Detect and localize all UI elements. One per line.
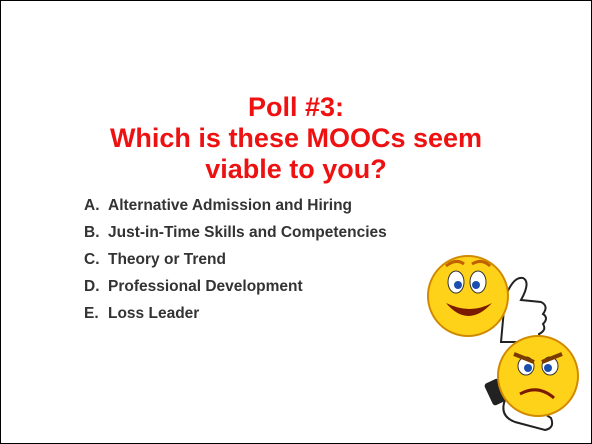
item-letter: E. bbox=[84, 305, 99, 322]
title-line: Which is these MOOCs seem bbox=[110, 123, 482, 153]
item-text: Loss Leader bbox=[108, 305, 199, 322]
title-line: viable to you? bbox=[205, 154, 387, 184]
item-text: Theory or Trend bbox=[108, 251, 226, 268]
item-text: Just-in-Time Skills and Competencies bbox=[108, 224, 387, 241]
title-line: Poll #3: bbox=[248, 92, 344, 122]
item-text: Alternative Admission and Hiring bbox=[108, 197, 352, 214]
item-letter: A. bbox=[84, 197, 100, 214]
item-letter: D. bbox=[84, 278, 100, 295]
item-letter: C. bbox=[84, 251, 100, 268]
item-letter: B. bbox=[84, 224, 100, 241]
item-text: Professional Development bbox=[108, 278, 303, 295]
slide: Poll #3:Which is these MOOCs seemviable … bbox=[0, 0, 592, 444]
